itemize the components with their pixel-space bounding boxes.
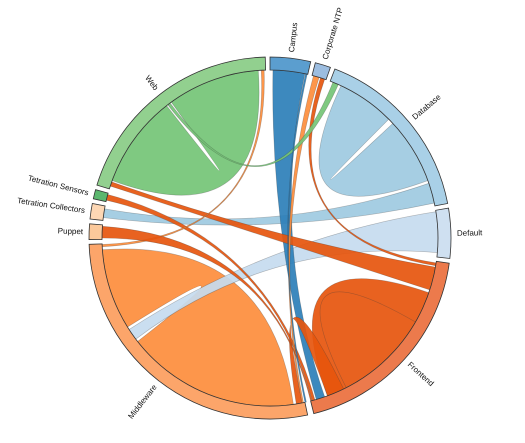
label-corporate-ntp: Corporate NTP [321, 6, 345, 60]
group-arcs-layer [88, 56, 452, 420]
arc-database[interactable] [329, 68, 449, 207]
label-middleware: Middleware [126, 382, 159, 420]
arc-tetration-sensors[interactable] [92, 189, 109, 203]
label-puppet: Puppet [58, 226, 84, 236]
arc-web[interactable] [96, 56, 267, 190]
arc-tetration-collectors[interactable] [89, 202, 106, 221]
arc-puppet[interactable] [88, 223, 103, 240]
ribbon-campus-to-middleware[interactable] [287, 73, 308, 403]
arc-middleware[interactable] [88, 243, 309, 420]
arc-default[interactable] [435, 207, 452, 259]
label-default: Default [457, 228, 483, 238]
label-tetration-collectors: Tetration Collectors [17, 196, 86, 215]
arc-corporate-ntp[interactable] [311, 62, 331, 81]
label-tetration-sensors: Tetration Sensors [27, 174, 90, 198]
label-campus: Campus [287, 22, 299, 53]
arc-frontend[interactable] [310, 260, 450, 415]
ribbon-middleware-to-middleware[interactable] [102, 248, 294, 407]
label-web: Web [143, 74, 160, 93]
arc-campus[interactable] [269, 56, 312, 75]
label-frontend: Frontend [406, 360, 436, 388]
ribbons-layer [101, 69, 439, 407]
label-database: Database [411, 92, 443, 121]
